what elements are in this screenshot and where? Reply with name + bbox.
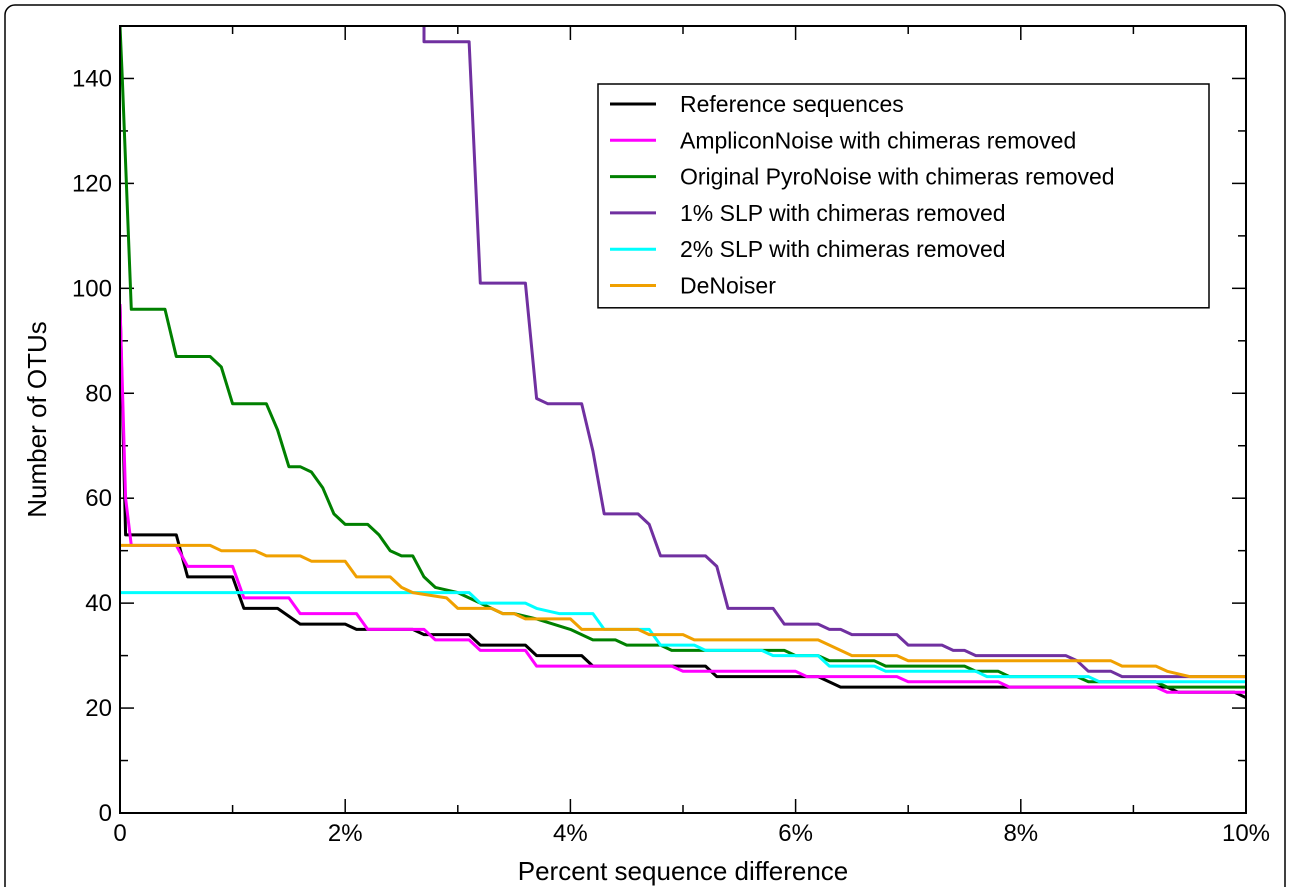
series-line-3 — [422, 26, 1246, 679]
x-tick-label: 10% — [1222, 820, 1270, 847]
y-tick-label: 40 — [85, 590, 112, 617]
legend-box — [597, 83, 1210, 309]
y-tick-label: 20 — [85, 695, 112, 722]
x-tick-label: 0 — [113, 820, 126, 847]
series-line-5 — [120, 543, 1246, 679]
legend-label: Reference sequences — [680, 91, 904, 117]
y-axis-title: Number of OTUs — [22, 321, 52, 518]
series-line-0 — [120, 304, 1246, 699]
x-tick-label: 8% — [1003, 820, 1038, 847]
legend-label: AmpliconNoise with chimeras removed — [680, 127, 1076, 153]
y-tick-label: 140 — [72, 65, 112, 92]
x-tick-label: 2% — [328, 820, 363, 847]
x-tick-label: 6% — [778, 820, 813, 847]
y-tick-label: 120 — [72, 170, 112, 197]
figure-border — [4, 4, 1286, 887]
legend-label: 1% SLP with chimeras removed — [680, 200, 1006, 226]
legend-label: Original PyroNoise with chimeras removed — [680, 164, 1115, 190]
series-line-4 — [120, 591, 1246, 684]
series-group — [120, 26, 1246, 699]
axis-ticks: 0 2% 4% 6% 8% 10% 0 20 40 60 80 100 120 140 — [72, 26, 1270, 847]
legend-label: DeNoiser — [680, 273, 776, 299]
x-tick-label: 4% — [553, 820, 588, 847]
legend-label: 2% SLP with chimeras removed — [680, 236, 1006, 262]
y-tick-label: 80 — [85, 380, 112, 407]
y-tick-label: 60 — [85, 485, 112, 512]
x-axis-title: Percent sequence difference — [518, 856, 849, 886]
series-line-1 — [120, 304, 1246, 694]
legend: Reference sequences AmpliconNoise with ch… — [597, 83, 1210, 309]
y-tick-label: 100 — [72, 275, 112, 302]
plot-frame — [119, 25, 1247, 814]
y-tick-label: 0 — [99, 800, 112, 827]
